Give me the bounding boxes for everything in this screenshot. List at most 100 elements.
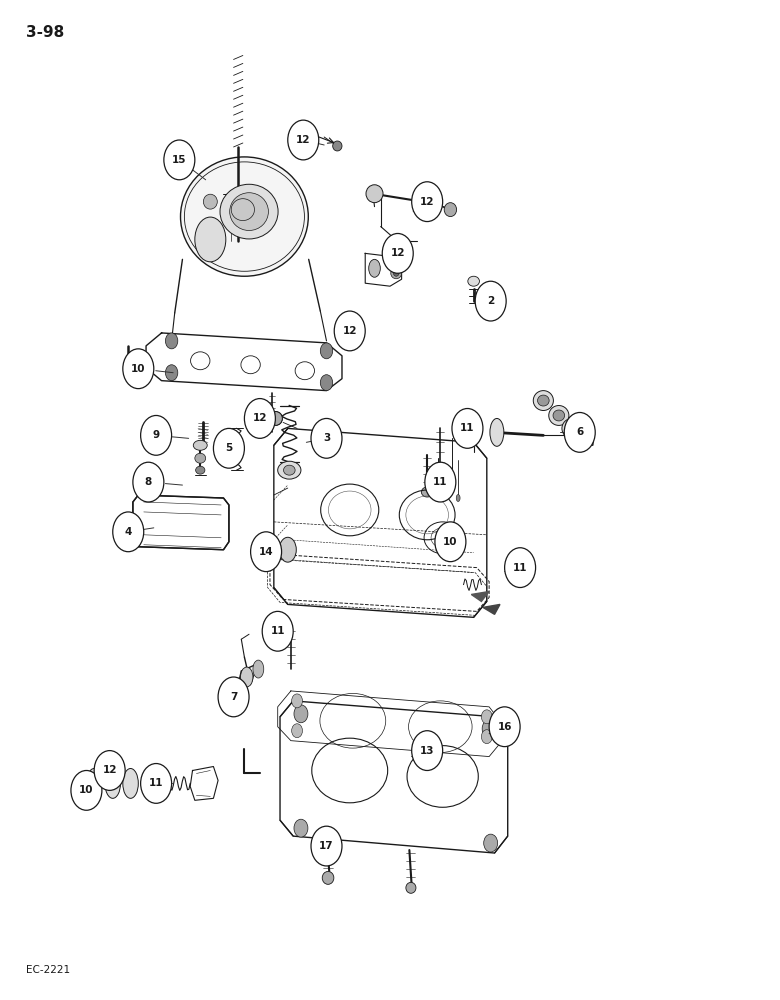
Circle shape [311,418,342,458]
Ellipse shape [196,466,205,474]
Text: 12: 12 [253,413,267,423]
Ellipse shape [283,465,295,475]
Text: 7: 7 [230,692,237,702]
Ellipse shape [142,768,158,798]
Circle shape [481,710,492,724]
Circle shape [564,412,595,452]
Ellipse shape [105,768,120,798]
Ellipse shape [537,395,549,406]
Ellipse shape [553,410,565,421]
Ellipse shape [562,418,582,438]
Ellipse shape [204,194,218,209]
Circle shape [321,343,333,359]
Ellipse shape [87,768,102,798]
Text: 8: 8 [145,477,152,487]
Circle shape [435,522,466,562]
Circle shape [452,409,483,448]
Text: 11: 11 [271,626,285,636]
Ellipse shape [333,141,342,151]
Ellipse shape [534,391,553,410]
Ellipse shape [180,157,308,276]
Circle shape [113,512,144,552]
Circle shape [292,694,303,708]
Circle shape [321,375,333,391]
Circle shape [489,707,520,747]
Ellipse shape [195,453,206,463]
Text: 12: 12 [296,135,310,145]
Polygon shape [483,604,500,614]
Text: 11: 11 [433,477,448,487]
Ellipse shape [240,667,253,687]
Ellipse shape [566,423,578,434]
Circle shape [484,834,498,852]
Ellipse shape [386,244,397,255]
Polygon shape [471,591,489,601]
Circle shape [140,415,172,455]
Text: 17: 17 [319,841,334,851]
Circle shape [165,333,178,349]
Ellipse shape [268,411,282,425]
Circle shape [94,751,125,790]
Circle shape [250,532,282,572]
Text: 12: 12 [420,197,434,207]
Circle shape [311,826,342,866]
Ellipse shape [193,440,207,450]
Circle shape [475,281,506,321]
Circle shape [292,724,303,738]
Text: 16: 16 [498,722,512,732]
Ellipse shape [421,487,433,497]
Text: 11: 11 [149,778,163,788]
Ellipse shape [229,193,268,231]
Ellipse shape [490,418,504,446]
Circle shape [294,705,308,723]
Text: 3-98: 3-98 [26,25,64,40]
Circle shape [262,611,293,651]
Ellipse shape [391,258,396,264]
Text: 11: 11 [513,563,527,573]
Text: 12: 12 [102,765,117,775]
Circle shape [164,140,195,180]
Circle shape [133,462,164,502]
Polygon shape [582,438,593,445]
Ellipse shape [369,259,381,277]
Circle shape [288,120,319,160]
Ellipse shape [253,660,264,678]
Circle shape [140,764,172,803]
Ellipse shape [392,265,400,277]
Ellipse shape [456,495,460,501]
Text: 2: 2 [487,296,495,306]
Ellipse shape [271,414,279,422]
Text: 6: 6 [576,427,583,437]
Text: 3: 3 [323,433,330,443]
Circle shape [412,731,443,770]
Ellipse shape [393,270,399,276]
Ellipse shape [388,256,399,267]
Text: 12: 12 [342,326,357,336]
Circle shape [505,548,536,588]
Text: 9: 9 [153,430,160,440]
Ellipse shape [549,406,569,425]
Text: 12: 12 [391,248,405,258]
Text: 13: 13 [420,746,434,756]
Circle shape [294,819,308,837]
Circle shape [214,428,244,468]
Circle shape [122,349,154,389]
Ellipse shape [322,871,334,884]
Ellipse shape [366,185,383,203]
Text: 14: 14 [259,547,274,557]
Ellipse shape [438,476,454,488]
Text: 15: 15 [172,155,186,165]
Ellipse shape [471,414,476,422]
Text: 10: 10 [443,537,458,547]
Circle shape [165,365,178,381]
Text: EC-2221: EC-2221 [26,965,70,975]
Circle shape [482,720,496,738]
Circle shape [425,462,456,502]
Circle shape [218,677,249,717]
Ellipse shape [195,217,226,262]
Circle shape [71,770,102,810]
Circle shape [244,399,275,438]
Ellipse shape [445,203,456,217]
Ellipse shape [468,276,480,286]
Text: 10: 10 [79,785,94,795]
